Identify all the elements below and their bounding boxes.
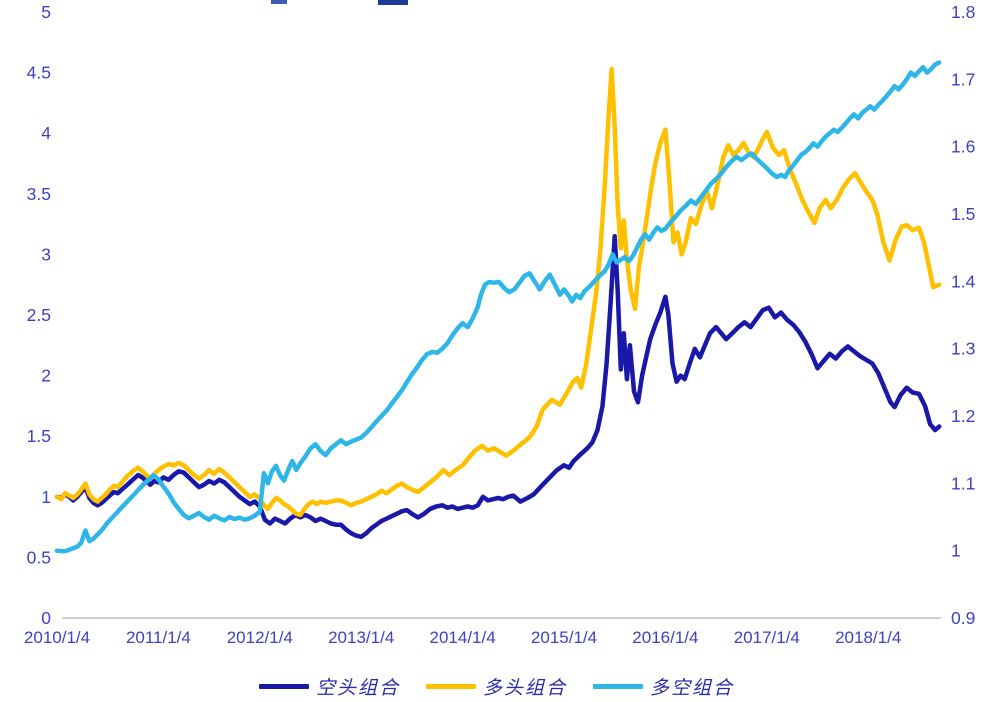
y-axis-left-tick-label: 4 <box>41 123 51 143</box>
y-axis-left-tick-label: 3 <box>41 244 51 264</box>
y-axis-right-tick-label: 1 <box>951 541 961 561</box>
y-axis-right-tick-label: 1.2 <box>951 406 975 426</box>
x-axis-tick-label: 2013/1/4 <box>328 628 394 647</box>
y-axis-right-tick-label: 1.7 <box>951 69 975 89</box>
legend-line-swatch-gold <box>425 684 476 689</box>
legend-item-long-portfolio: 多头组合 <box>425 673 567 700</box>
legend: 空头组合 多头组合 多空组合 <box>0 673 993 700</box>
line-series-1 <box>54 66 942 518</box>
legend-item-short-portfolio: 空头组合 <box>258 673 400 700</box>
line-series-2 <box>54 60 942 554</box>
y-axis-left-tick-label: 1.5 <box>27 426 51 446</box>
x-axis-tick-label: 2018/1/4 <box>835 628 901 647</box>
line-series-0 <box>54 233 942 540</box>
y-axis-right-tick-label: 1.6 <box>951 137 975 157</box>
y-axis-right-tick-label: 1.1 <box>951 473 975 493</box>
x-axis-tick-label: 2016/1/4 <box>632 628 698 647</box>
y-axis-left-tick-label: 0.5 <box>27 547 51 567</box>
legend-label: 空头组合 <box>315 677 400 699</box>
dual-axis-line-chart: 5 4.5 4 3.5 3 2.5 2 1.5 1 0.5 0 1.8 1.7 1.6 1.5 1.4 1.3 1… <box>24 2 976 647</box>
y-axis-left-tick-label: 4.5 <box>27 63 51 83</box>
x-axis-tick-label: 2012/1/4 <box>227 628 293 647</box>
legend-label: 多头组合 <box>482 677 567 699</box>
x-axis-tick-label: 2014/1/4 <box>430 628 496 647</box>
x-axis-tick-label: 2010/1/4 <box>24 628 90 647</box>
y-axis-right-tick-label: 1.5 <box>951 204 975 224</box>
y-axis-left-tick-label: 1 <box>41 487 51 507</box>
legend-label: 多空组合 <box>650 677 735 699</box>
cropped-title-fragment-left <box>271 0 287 4</box>
y-axis-right-tick-label: 1.8 <box>951 2 975 22</box>
x-axis-tick-label: 2017/1/4 <box>734 628 800 647</box>
x-axis-tick-label: 2015/1/4 <box>531 628 597 647</box>
x-axis-tick-label: 2011/1/4 <box>126 628 191 647</box>
y-axis-left-tick-label: 0 <box>41 608 51 628</box>
y-axis-left-tick-label: 3.5 <box>27 184 51 204</box>
legend-item-long-short-portfolio: 多空组合 <box>593 673 734 700</box>
legend-line-swatch-navy <box>258 684 309 689</box>
y-axis-left-tick-label: 5 <box>41 2 51 22</box>
cropped-title-fragment-right <box>378 0 408 5</box>
y-axis-right-tick-label: 1.3 <box>951 339 975 359</box>
y-axis-right-tick-label: 0.9 <box>951 608 975 628</box>
legend-line-swatch-cyan <box>593 684 643 689</box>
y-axis-left-tick-label: 2.5 <box>27 305 51 325</box>
y-axis-right-tick-label: 1.4 <box>951 271 976 291</box>
y-axis-left-tick-label: 2 <box>41 366 51 386</box>
